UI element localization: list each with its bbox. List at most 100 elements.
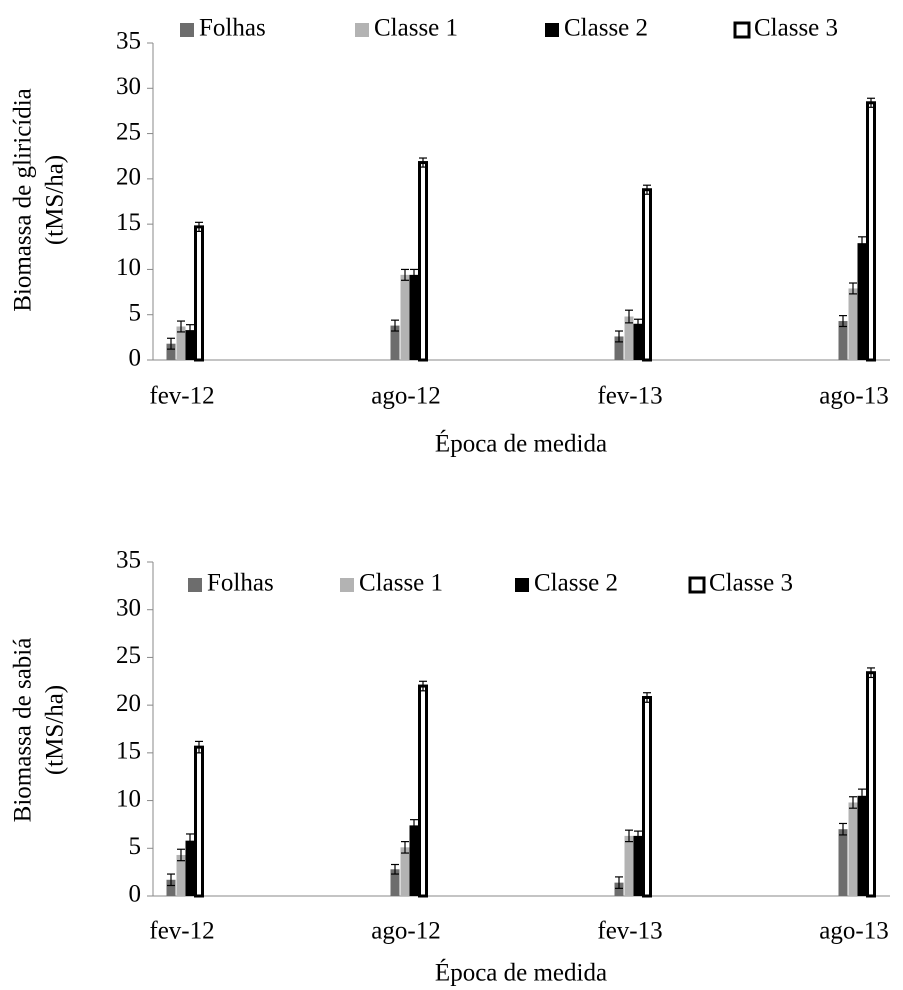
bar [614,336,624,360]
bar [418,161,428,362]
error-bar [615,330,623,343]
bar [624,316,634,360]
error-bar [177,848,185,862]
error-bar [615,876,623,889]
bar [866,671,876,898]
bar [166,879,176,896]
bar [409,825,419,896]
bar [390,325,400,360]
y-tick-label: 20 [116,690,141,717]
bar [166,343,176,360]
x-tick-label: ago-13 [819,918,888,945]
legend-swatch [188,578,202,592]
y-axis-title: Biomassa de gliricídia [10,88,37,312]
bar [848,288,858,360]
error-bar [858,236,866,251]
error-bar [419,680,427,692]
x-tick-label: fev-13 [597,383,662,410]
error-bar [401,841,409,854]
error-bar [849,282,857,295]
y-tick-label: 5 [129,299,142,326]
bar [633,835,643,896]
legend-label: Classe 2 [534,570,618,597]
y-tick-label: 5 [129,833,142,860]
error-bar [849,796,857,809]
y-tick-label: 30 [116,73,141,100]
y-tick-label: 0 [129,345,142,372]
error-bar [625,829,633,843]
bar [194,745,204,898]
chart: 0 5 10 15 20 25 30 35 fev-12 ago-12 fev-13 ago-13 Fo… [10,15,890,458]
error-bar [410,819,418,832]
legend-swatch [355,23,369,37]
error-bar [625,309,633,324]
y-tick-label: 15 [116,738,141,765]
bar [857,795,867,896]
legend-label: Classe 1 [359,570,443,597]
y-tick-label: 35 [116,547,141,574]
y-tick-label: 0 [129,881,142,908]
error-bar [858,788,866,804]
y-tick-label: 15 [116,209,141,236]
chart: 0 5 10 15 20 25 30 35 fev-12 ago-12 fev-13 ago-13 Fo… [10,547,890,987]
error-bar [167,873,175,887]
error-bar [195,740,203,754]
bar [866,101,876,362]
legend-label: Classe 3 [709,570,793,597]
bar [614,882,624,896]
x-tick-label: ago-12 [371,918,440,945]
bar [409,274,419,360]
error-bar [410,268,418,281]
x-tick-label: fev-12 [149,918,214,945]
bar [633,323,643,360]
x-tick-label: fev-13 [597,918,662,945]
error-bar [177,320,185,333]
bar [418,684,428,898]
legend-label: Classe 3 [754,15,838,42]
bar [642,696,652,898]
error-bar [643,184,651,195]
legend-swatch [340,578,354,592]
error-bar [867,667,875,679]
bar [194,225,204,362]
bar [400,274,410,360]
x-tick-label: fev-12 [149,383,214,410]
error-bar [419,157,427,168]
bar [838,321,848,360]
x-axis-title: Época de medida [435,430,607,458]
y-tick-label: 25 [116,642,141,669]
error-bar [391,863,399,875]
error-bar [634,830,642,842]
error-bar [634,318,642,329]
legend-label: Classe 2 [564,15,648,42]
x-tick-label: ago-13 [819,383,888,410]
legend-swatch [545,23,559,37]
y-tick-label: 35 [116,28,141,55]
error-bar [186,324,194,337]
y-axis-title: (tMS/ha) [42,155,69,245]
bar [848,802,858,896]
error-bar [839,822,847,836]
error-bar [839,315,847,328]
bar [838,829,848,896]
legend-label: Folhas [199,15,266,42]
bar [185,330,195,360]
error-bar [643,692,651,703]
bar [185,840,195,896]
y-tick-label: 25 [116,118,141,145]
legend-label: Folhas [207,570,274,597]
y-tick-label: 10 [116,785,141,812]
error-bar [195,221,203,232]
error-bar [867,97,875,108]
bar [176,854,186,896]
legend-swatch [180,23,194,37]
legend-swatch [515,578,529,592]
y-tick-label: 10 [116,254,141,281]
bar [624,835,634,896]
y-axis-title: Biomassa de sabiá [10,638,37,823]
bar [642,188,652,362]
bar [400,847,410,896]
legend-swatch [733,21,751,39]
x-tick-label: ago-12 [371,383,440,410]
